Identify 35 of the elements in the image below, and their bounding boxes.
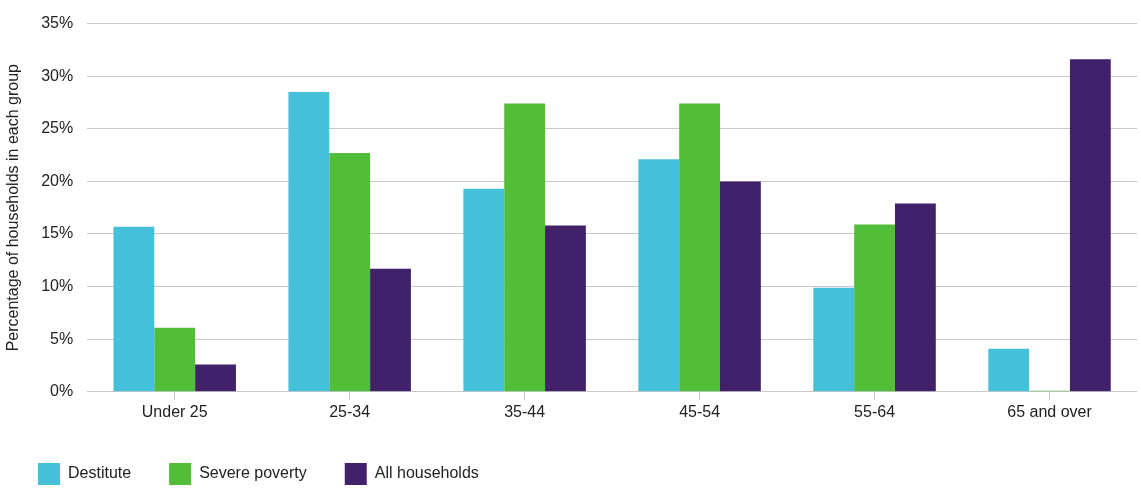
bar bbox=[195, 364, 236, 392]
bar bbox=[720, 181, 761, 392]
y-tick-label: 20% bbox=[41, 171, 74, 189]
x-tick-label: 35-44 bbox=[504, 402, 546, 420]
x-tick-label: 45-54 bbox=[679, 402, 721, 420]
bar bbox=[154, 327, 196, 392]
bar bbox=[1069, 59, 1111, 392]
x-tick-label: 55-64 bbox=[854, 402, 896, 420]
legend-label: All households bbox=[374, 464, 479, 482]
y-axis-title: Percentage of households in each group bbox=[4, 63, 22, 352]
bar bbox=[854, 224, 895, 392]
bar bbox=[638, 159, 680, 392]
bar bbox=[113, 226, 155, 392]
bar bbox=[988, 348, 1030, 392]
x-tick-label: 25-34 bbox=[329, 402, 371, 420]
y-tick-label: 0% bbox=[50, 382, 74, 400]
bar bbox=[288, 91, 330, 392]
bar bbox=[370, 268, 411, 392]
y-tick-label: 15% bbox=[41, 224, 74, 242]
legend-label: Destitute bbox=[68, 464, 132, 482]
bar bbox=[545, 225, 586, 392]
bar bbox=[504, 103, 546, 392]
bar bbox=[894, 203, 936, 392]
bar bbox=[813, 287, 855, 392]
y-tick-label: 10% bbox=[41, 277, 74, 295]
bar bbox=[679, 103, 721, 392]
y-tick-label: 25% bbox=[41, 119, 74, 137]
x-tick-label: 65 and over bbox=[1007, 402, 1093, 420]
y-tick-label: 35% bbox=[41, 14, 74, 32]
bar bbox=[329, 153, 371, 392]
bar bbox=[463, 188, 505, 392]
y-tick-label: 5% bbox=[50, 329, 74, 347]
y-tick-label: 30% bbox=[41, 66, 74, 84]
legend-label: Severe poverty bbox=[199, 464, 307, 482]
x-tick-label: Under 25 bbox=[141, 402, 208, 420]
